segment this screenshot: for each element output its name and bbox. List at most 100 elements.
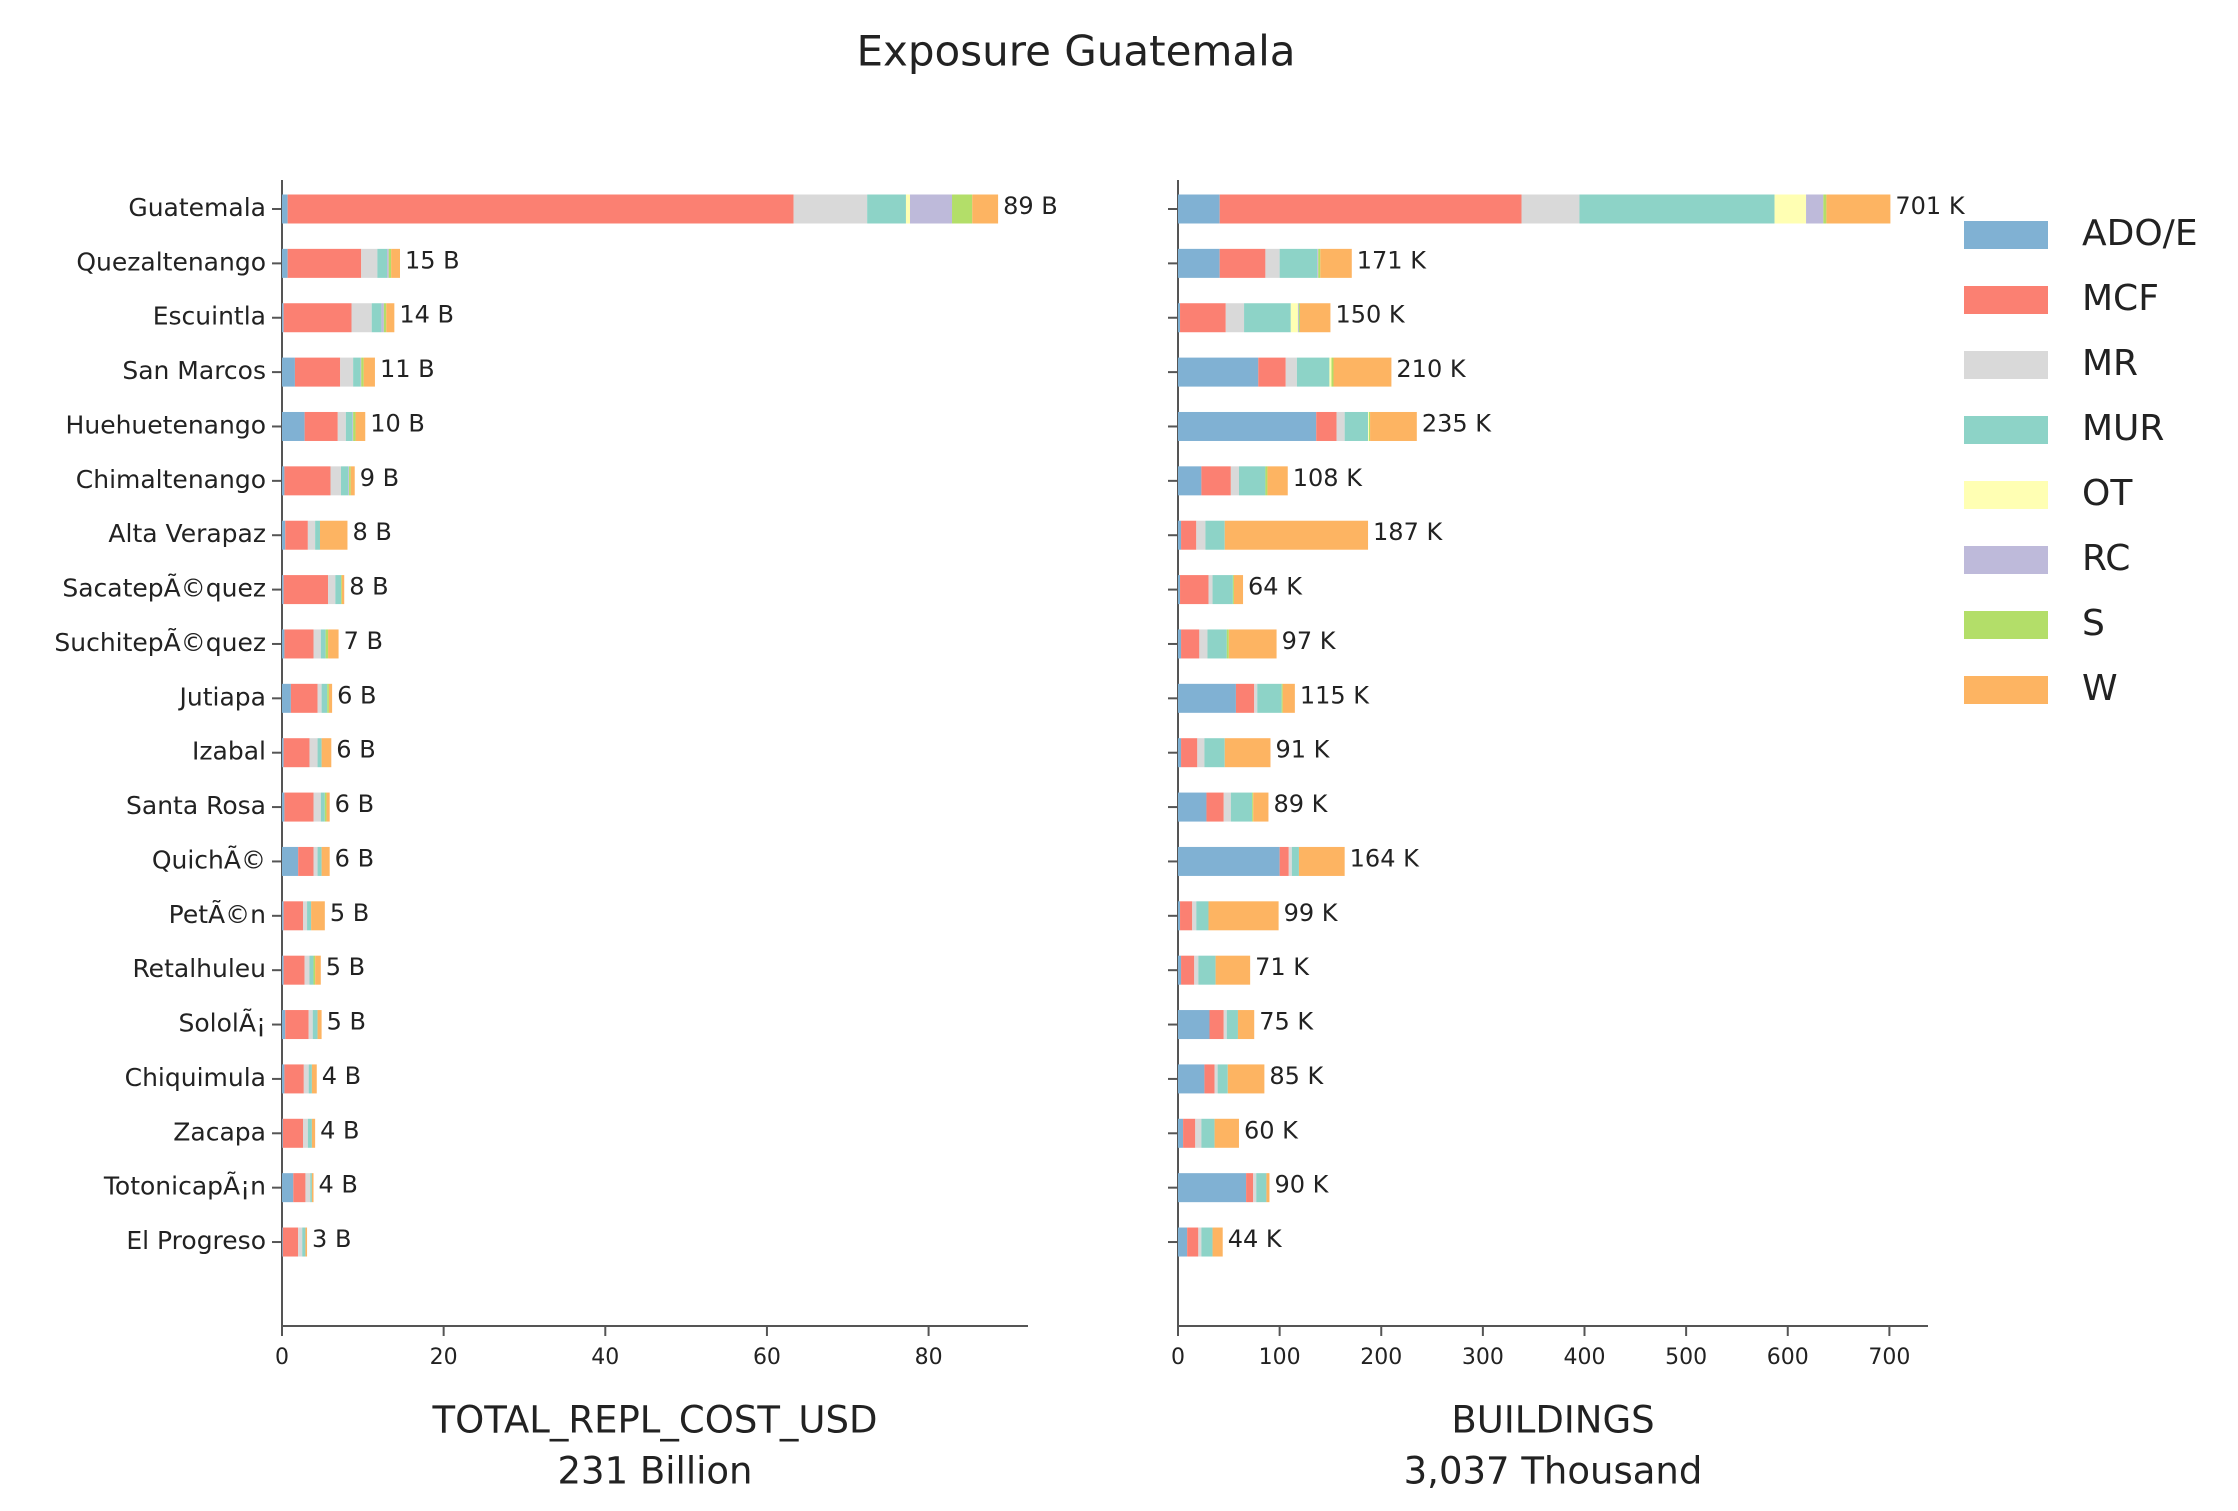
bar-segment [867,194,906,224]
legend-label: W [2082,668,2118,709]
bar-segment [1823,194,1827,224]
bar-segment [1180,901,1193,931]
value-label: 91 K [1275,736,1330,764]
bar-segment [1291,846,1299,876]
bar-segment [361,248,378,278]
legend-swatch [1964,546,2048,574]
bar-segment [284,466,331,496]
bar-segment [282,520,286,550]
y-tick-label: Guatemala [128,193,266,222]
value-label: 6 B [336,736,375,764]
bar-segment [1181,629,1200,659]
value-label: 14 B [399,301,454,329]
bar-segment [1178,1010,1210,1040]
bar-segment [1281,683,1283,713]
bar-segment [309,738,318,768]
bar-segment [307,520,316,550]
legend-label: MUR [2082,408,2164,449]
bar-segment [1196,520,1206,550]
y-tick-label: SololÃ¡ [179,1008,266,1038]
x-tick-label: 200 [1360,1345,1402,1370]
bar-segment [1212,1227,1223,1257]
value-label: 71 K [1255,953,1310,981]
y-tick-label: Alta Verapaz [108,519,266,548]
bar-segment [283,303,352,333]
bar-segment [282,248,288,278]
bar-segment [1317,248,1319,278]
y-tick-label: Izabal [192,737,266,766]
bar-segment [282,357,295,387]
bar-segment [1344,411,1369,441]
bar-segment [1316,411,1337,441]
bar-segment [1181,738,1198,768]
bar-segment [1369,411,1371,441]
bar-segment [1208,575,1213,605]
bar-segment [1285,357,1297,387]
value-label: 44 K [1228,1225,1283,1253]
bar-segment [1246,1173,1254,1203]
bar-segment [1230,466,1239,496]
value-label: 701 K [1895,192,1965,220]
bar-segment [1206,792,1224,822]
bar-segment [319,520,348,550]
value-label: 5 B [327,1008,366,1036]
bar-segment [328,575,336,605]
bar-segment [282,1064,285,1094]
figure-title: Exposure Guatemala [856,27,1295,76]
bar-segment [1282,683,1295,713]
value-label: 171 K [1357,246,1427,274]
bar-segment [1178,1227,1188,1257]
bar-segment [1368,411,1370,441]
bar-segment [1178,901,1181,931]
x-tick-label: 300 [1462,1345,1504,1370]
bar-segment [1228,629,1277,659]
bar-segment [1230,792,1253,822]
bar-segment [310,1173,312,1203]
bar-segment [1265,466,1268,496]
bar-segment [328,629,339,659]
bar-segment [1178,846,1280,876]
x-axis-label: BUILDINGS [1451,1399,1654,1442]
bar-segment [294,357,341,387]
bar-segment [282,411,305,441]
bar-segment [298,846,314,876]
bar-segment [1267,466,1288,496]
y-tick-label: Jutiapa [178,682,266,711]
value-label: 8 B [352,518,391,546]
bar-segment [324,792,327,822]
legend-label: RC [2082,538,2130,579]
bar-segment [352,411,354,441]
bar-segment [1196,901,1209,931]
bar-segment [282,792,285,822]
bar-segment [1194,955,1199,985]
bar-segment [1178,466,1202,496]
value-label: 187 K [1373,518,1443,546]
y-tick-label: El Progreso [126,1226,266,1255]
bar-segment [363,357,375,387]
bar-segment [341,575,345,605]
bar-segment [282,846,299,876]
value-label: 6 B [337,681,376,709]
bar-segment [308,1064,312,1094]
bar-segment [282,1010,286,1040]
bar-segment [909,194,953,224]
bar-segment [1244,303,1291,333]
bar-segment [282,466,285,496]
bar-segment [972,194,999,224]
bar-segment [1290,303,1298,333]
bar-segment [305,1227,308,1257]
bar-segment [1178,1064,1205,1094]
bar-segment [283,901,304,931]
value-label: 115 K [1300,681,1370,709]
value-label: 85 K [1269,1062,1324,1090]
bar-segment [311,1064,317,1094]
bar-segment [305,1173,311,1203]
bar-segment [1187,1227,1199,1257]
value-label: 108 K [1293,464,1363,492]
bar-segment [1297,303,1299,333]
value-label: 164 K [1350,844,1420,872]
bar-segment [1192,901,1197,931]
bar-segment [1178,1173,1247,1203]
bar-segment [283,955,305,985]
bar-segment [386,303,395,333]
